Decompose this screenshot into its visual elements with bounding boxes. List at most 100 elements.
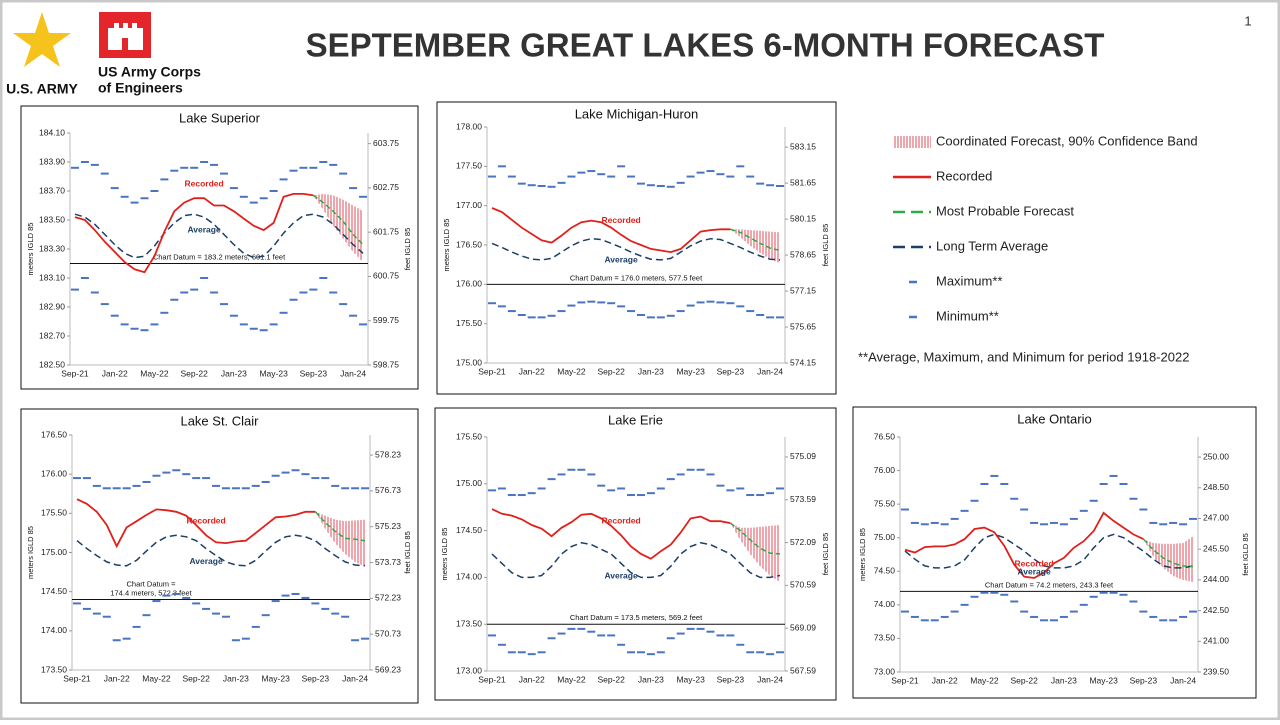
- y2-tick-label: 241.00: [1203, 636, 1229, 646]
- average-annotation: Average: [1017, 566, 1051, 576]
- y2-tick-label: 576.73: [375, 485, 401, 495]
- y-tick-label: 176.50: [456, 239, 482, 249]
- x-tick-label: Sep-22: [597, 366, 625, 376]
- recorded-line: [904, 511, 1144, 579]
- y2-tick-label: 245.50: [1203, 543, 1229, 553]
- x-tick-label: Jan-24: [342, 673, 368, 683]
- y-tick-label: 74.00: [874, 599, 896, 609]
- x-tick-label: Jan-23: [223, 673, 249, 683]
- x-tick-label: Sep-23: [300, 368, 328, 378]
- recorded-annotation: Recorded: [1014, 558, 1053, 568]
- x-tick-label: Jan-23: [638, 366, 664, 376]
- x-tick-label: Sep-22: [1010, 675, 1038, 685]
- y2-tick-label: 250.00: [1203, 451, 1229, 461]
- datum-label: Chart Datum =: [127, 579, 177, 588]
- x-tick-label: Sep-21: [478, 674, 506, 684]
- chart-panel: Lake Erie 173.00 173.50 174.00 174.50 175.00 1…: [434, 407, 837, 701]
- forecast-line: [314, 511, 366, 542]
- recorded-annotation: Recorded: [601, 516, 640, 526]
- x-tick-label: Jan-24: [757, 366, 783, 376]
- recorded-annotation: Recorded: [601, 215, 640, 225]
- recorded-line: [491, 508, 731, 560]
- y2-tick-label: 602.75: [373, 182, 399, 192]
- legend-label: Most Probable Forecast: [936, 203, 1074, 218]
- y-tick-label: 182.70: [39, 330, 65, 340]
- y2-tick-label: 573.73: [375, 557, 401, 567]
- x-tick-label: May-23: [261, 673, 290, 683]
- x-tick-label: Sep-22: [597, 674, 625, 684]
- y-tick-label: 176.00: [456, 279, 482, 289]
- y2-tick-label: 578.65: [790, 249, 816, 259]
- chart-panel: Lake Ontario 73.00 73.50 74.00 74.50 75.00 75.…: [852, 406, 1257, 699]
- y2-tick-label: 598.75: [373, 359, 399, 369]
- army-label: U.S. ARMY: [6, 81, 78, 97]
- x-tick-label: Jan-23: [221, 368, 247, 378]
- x-tick-label: Jan-22: [932, 675, 958, 685]
- chart-title: Lake Ontario: [1017, 411, 1091, 426]
- x-tick-label: Sep-23: [1130, 675, 1158, 685]
- average-annotation: Average: [189, 556, 223, 566]
- datum-label: 174.4 meters, 572.3 feet: [110, 588, 192, 597]
- y2-tick-label: 601.75: [373, 226, 399, 236]
- y-tick-label: 183.50: [39, 214, 65, 224]
- y-tick-label: 175.00: [41, 547, 67, 557]
- y-axis-label: meters IGLD 85: [858, 528, 867, 581]
- chart-panel: Lake St. Clair 173.50 174.00 174.50 175.00 17…: [20, 408, 419, 704]
- y2-tick-label: 574.15: [790, 357, 816, 367]
- y2-tick-label: 578.23: [375, 449, 401, 459]
- x-tick-label: Sep-22: [182, 673, 210, 683]
- y2-axis-label: feet IGLD 85: [403, 531, 412, 574]
- y-tick-label: 74.50: [874, 566, 896, 576]
- y-tick-label: 175.00: [456, 478, 482, 488]
- y-tick-label: 173.50: [41, 664, 67, 674]
- y2-tick-label: 239.50: [1203, 666, 1229, 676]
- y-tick-label: 73.50: [874, 633, 896, 643]
- recorded-line: [74, 193, 314, 274]
- legend-label: Minimum**: [936, 308, 999, 323]
- y2-tick-label: 600.75: [373, 271, 399, 281]
- y2-tick-label: 569.23: [375, 664, 401, 674]
- corps-logo: [99, 12, 151, 58]
- chart-title: Lake Superior: [179, 110, 261, 125]
- x-tick-label: May-22: [142, 673, 171, 683]
- x-tick-label: Sep-23: [717, 674, 745, 684]
- y-tick-label: 182.90: [39, 301, 65, 311]
- y2-tick-label: 570.73: [375, 628, 401, 638]
- y2-tick-label: 572.23: [375, 593, 401, 603]
- confidence-band: [1143, 536, 1193, 582]
- y2-tick-label: 575.23: [375, 521, 401, 531]
- y-tick-label: 184.10: [39, 127, 65, 137]
- y2-tick-label: 567.59: [790, 665, 816, 675]
- y-tick-label: 174.00: [456, 572, 482, 582]
- y-tick-label: 183.30: [39, 243, 65, 253]
- y-tick-label: 75.00: [874, 532, 896, 542]
- y-tick-label: 175.50: [456, 431, 482, 441]
- x-tick-label: Sep-21: [891, 675, 919, 685]
- footnote: **Average, Maximum, and Minimum for peri…: [858, 349, 1189, 364]
- x-tick-label: Jan-24: [757, 674, 783, 684]
- chart-panel: Lake Michigan-Huron 175.00 175.50 176.00 176…: [436, 101, 837, 395]
- y-tick-label: 174.50: [456, 525, 482, 535]
- y-tick-label: 178.00: [456, 121, 482, 131]
- datum-label: Chart Datum = 74.2 meters, 243.3 feet: [985, 580, 1114, 589]
- x-tick-label: May-22: [140, 368, 169, 378]
- y-tick-label: 183.90: [39, 156, 65, 166]
- y-tick-label: 175.50: [456, 318, 482, 328]
- datum-label: Chart Datum = 176.0 meters, 577.5 feet: [570, 273, 703, 282]
- x-tick-label: May-23: [1089, 675, 1118, 685]
- y-tick-label: 76.00: [874, 465, 896, 475]
- x-tick-label: Sep-22: [180, 368, 208, 378]
- confidence-band: [313, 193, 363, 262]
- legend-label: Recorded: [936, 168, 992, 183]
- y2-tick-label: 599.75: [373, 315, 399, 325]
- forecast-line: [730, 228, 781, 252]
- y2-tick-label: 569.09: [790, 622, 816, 632]
- y2-tick-label: 248.50: [1203, 482, 1229, 492]
- average-line: [491, 237, 781, 261]
- y-tick-label: 183.70: [39, 185, 65, 195]
- y-tick-label: 176.00: [41, 468, 67, 478]
- average-line: [491, 542, 781, 579]
- average-annotation: Average: [604, 571, 638, 581]
